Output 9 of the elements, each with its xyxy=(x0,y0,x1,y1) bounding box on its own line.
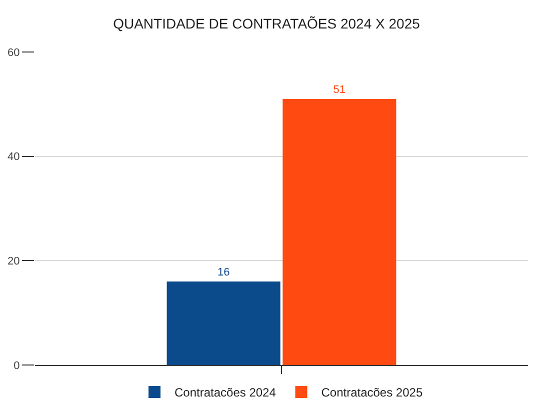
legend-label: Contratacões 2025 xyxy=(321,386,423,400)
y-tick-label: 40 xyxy=(8,151,20,164)
y-tick-label: 60 xyxy=(8,46,20,59)
y-tick-label: 0 xyxy=(14,360,20,372)
legend-label: Contratacões 2024 xyxy=(174,386,276,400)
chart-title: QUANTIDADE DE CONTRATAÕES 2024 X 2025 xyxy=(113,15,420,32)
data-label: 16 xyxy=(217,266,230,279)
y-tick-label: 20 xyxy=(8,256,20,268)
data-label: 51 xyxy=(333,84,346,96)
